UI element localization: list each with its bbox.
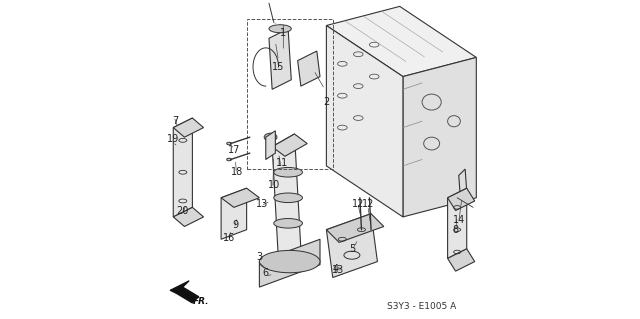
Ellipse shape xyxy=(259,250,320,273)
Text: 13: 13 xyxy=(256,199,268,209)
Text: 3: 3 xyxy=(257,252,262,262)
Polygon shape xyxy=(173,207,204,226)
Polygon shape xyxy=(221,188,259,207)
Text: 6: 6 xyxy=(262,268,269,278)
Bar xyxy=(246,19,333,169)
Text: 12: 12 xyxy=(362,199,374,209)
Text: 12: 12 xyxy=(351,199,364,209)
Text: 19: 19 xyxy=(166,134,179,144)
Polygon shape xyxy=(221,188,246,239)
Ellipse shape xyxy=(227,158,232,161)
Polygon shape xyxy=(173,118,204,137)
Polygon shape xyxy=(173,118,193,217)
Polygon shape xyxy=(298,51,320,86)
Text: 2: 2 xyxy=(323,97,330,107)
Text: 11: 11 xyxy=(276,158,288,168)
Polygon shape xyxy=(403,57,476,217)
Polygon shape xyxy=(459,169,467,198)
Polygon shape xyxy=(259,239,320,287)
Polygon shape xyxy=(326,6,476,77)
Text: 18: 18 xyxy=(231,167,243,177)
Polygon shape xyxy=(269,29,291,89)
Text: 7: 7 xyxy=(172,116,178,126)
Ellipse shape xyxy=(264,133,277,141)
Text: 8: 8 xyxy=(452,225,459,235)
Ellipse shape xyxy=(274,193,303,203)
Polygon shape xyxy=(447,188,475,211)
Text: 16: 16 xyxy=(223,233,236,243)
Text: 14: 14 xyxy=(452,215,465,225)
Text: 9: 9 xyxy=(232,220,239,230)
Polygon shape xyxy=(326,214,378,278)
Ellipse shape xyxy=(269,25,291,33)
Ellipse shape xyxy=(227,142,232,145)
Polygon shape xyxy=(272,134,301,262)
Text: 13: 13 xyxy=(332,264,344,275)
Text: 4: 4 xyxy=(332,263,339,274)
Polygon shape xyxy=(447,249,475,271)
Polygon shape xyxy=(272,134,307,156)
Text: 5: 5 xyxy=(349,244,356,254)
Text: 15: 15 xyxy=(273,62,285,72)
Polygon shape xyxy=(170,281,199,303)
Ellipse shape xyxy=(274,167,303,177)
Text: 17: 17 xyxy=(228,145,240,155)
Polygon shape xyxy=(326,214,384,242)
Polygon shape xyxy=(326,26,403,217)
Text: S3Y3 - E1005 A: S3Y3 - E1005 A xyxy=(387,302,457,311)
Text: 10: 10 xyxy=(268,180,280,190)
Text: 1: 1 xyxy=(280,28,286,39)
Text: 20: 20 xyxy=(176,205,188,216)
Polygon shape xyxy=(266,131,275,160)
Ellipse shape xyxy=(274,219,303,228)
Text: FR.: FR. xyxy=(193,297,209,306)
Polygon shape xyxy=(447,188,467,258)
